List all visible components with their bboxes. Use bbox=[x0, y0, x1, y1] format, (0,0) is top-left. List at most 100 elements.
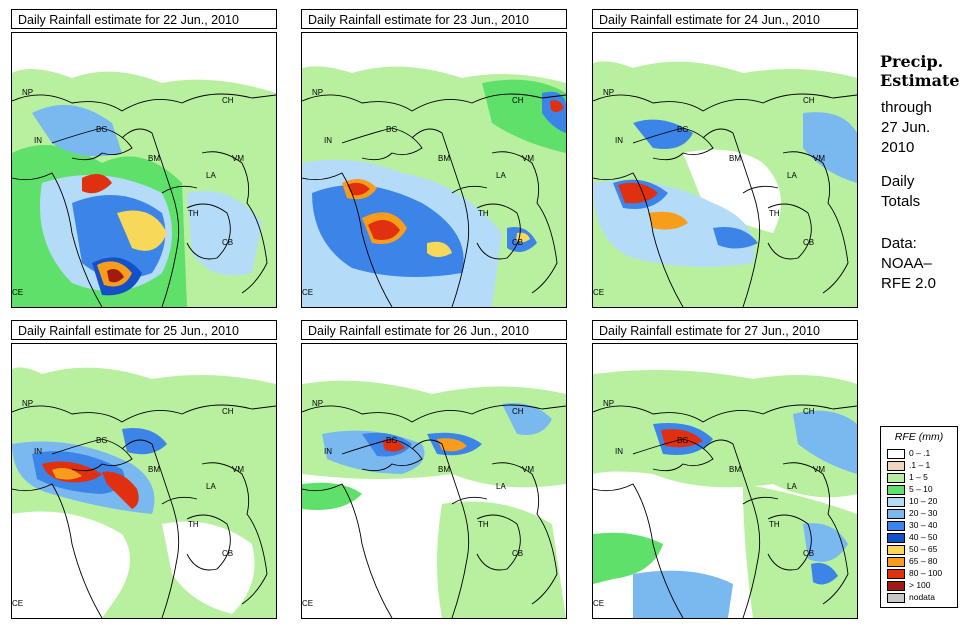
legend-label: 40 – 50 bbox=[909, 532, 938, 542]
legend-label: 20 – 30 bbox=[909, 508, 938, 518]
sidebar-through-block: through 27 Jun. 2010 bbox=[881, 98, 932, 158]
map-label-bg: BG bbox=[386, 436, 398, 445]
map-label-th: TH bbox=[478, 209, 489, 218]
map-label-ce: CE bbox=[302, 288, 313, 297]
sidebar-title-line2: Estimate bbox=[880, 71, 960, 90]
map-label-bm: BM bbox=[148, 465, 160, 474]
legend-label: 5 – 10 bbox=[909, 484, 933, 494]
map-label-bg: BG bbox=[386, 125, 398, 134]
map-label-ce: CE bbox=[302, 599, 313, 608]
rainfall-map-svg: NP CH IN BG BM VM LA TH CB CE bbox=[12, 344, 276, 618]
legend-label: nodata bbox=[909, 592, 935, 602]
legend-swatch bbox=[887, 581, 905, 591]
rainfall-map: NP CH IN BG BM VM LA TH CB CE bbox=[592, 343, 858, 619]
sidebar-data-block: Data: NOAA– RFE 2.0 bbox=[881, 234, 936, 294]
map-label-np: NP bbox=[603, 399, 614, 408]
legend-label: 1 – 5 bbox=[909, 472, 928, 482]
legend-swatch bbox=[887, 533, 905, 543]
map-label-cb: CB bbox=[222, 238, 233, 247]
map-label-bg: BG bbox=[96, 436, 108, 445]
rfe-legend: RFE (mm) 0 – .1 .1 – 1 1 – 5 5 – 10 10 –… bbox=[880, 426, 958, 608]
map-label-bm: BM bbox=[729, 465, 741, 474]
map-label-vm: VM bbox=[522, 154, 534, 163]
map-label-ch: CH bbox=[512, 96, 524, 105]
legend-swatch bbox=[887, 545, 905, 555]
map-label-in: IN bbox=[324, 447, 332, 456]
sidebar-date-line1: 27 Jun. bbox=[881, 119, 931, 136]
map-panel-23jun: Daily Rainfall estimate for 23 Jun., 201… bbox=[301, 9, 569, 308]
map-label-bm: BM bbox=[148, 154, 160, 163]
map-label-th: TH bbox=[188, 209, 199, 218]
sidebar-date-line2: 2010 bbox=[881, 139, 915, 156]
sidebar-data-label: Data: bbox=[881, 235, 917, 252]
sidebar-source-line2: RFE 2.0 bbox=[881, 275, 937, 292]
panel-title: Daily Rainfall estimate for 24 Jun., 201… bbox=[592, 9, 858, 29]
map-label-th: TH bbox=[188, 520, 199, 529]
map-label-ch: CH bbox=[512, 407, 524, 416]
legend-label: 10 – 20 bbox=[909, 496, 938, 506]
legend-title: RFE (mm) bbox=[894, 431, 944, 443]
map-panel-25jun: Daily Rainfall estimate for 25 Jun., 201… bbox=[11, 320, 279, 619]
map-label-ch: CH bbox=[222, 407, 234, 416]
map-label-np: NP bbox=[312, 399, 323, 408]
rainfall-map: NP CH IN BG BM VM LA TH CB CE bbox=[11, 32, 277, 308]
map-label-th: TH bbox=[769, 520, 780, 529]
legend-swatch bbox=[887, 449, 905, 459]
map-panel-27jun: Daily Rainfall estimate for 27 Jun., 201… bbox=[592, 320, 860, 619]
sidebar-title-line1: Precip. bbox=[880, 52, 944, 71]
map-label-np: NP bbox=[22, 88, 33, 97]
map-label-in: IN bbox=[324, 136, 332, 145]
legend-swatch bbox=[887, 485, 905, 495]
legend-label: 50 – 65 bbox=[909, 544, 938, 554]
map-label-th: TH bbox=[769, 209, 780, 218]
sidebar-daily-block: Daily Totals bbox=[881, 172, 920, 212]
rainfall-map-svg: NP CH IN BG BM VM LA TH CB CE bbox=[12, 33, 276, 307]
legend-label: > 100 bbox=[909, 580, 931, 590]
map-label-vm: VM bbox=[522, 465, 534, 474]
map-label-th: TH bbox=[478, 520, 489, 529]
map-label-ch: CH bbox=[803, 96, 815, 105]
map-label-ch: CH bbox=[222, 96, 234, 105]
map-label-in: IN bbox=[615, 136, 623, 145]
legend-swatch bbox=[887, 473, 905, 483]
map-label-bm: BM bbox=[438, 465, 450, 474]
map-label-bm: BM bbox=[438, 154, 450, 163]
legend-swatch bbox=[887, 557, 905, 567]
legend-swatch bbox=[887, 593, 905, 603]
map-label-cb: CB bbox=[222, 549, 233, 558]
legend-label: 65 – 80 bbox=[909, 556, 938, 566]
rainfall-map: NP CH IN BG BM VM LA TH CB CE bbox=[592, 32, 858, 308]
rainfall-map-svg: NP CH IN BG BM VM LA TH CB CE bbox=[302, 33, 566, 307]
map-panel-24jun: Daily Rainfall estimate for 24 Jun., 201… bbox=[592, 9, 860, 308]
map-label-la: LA bbox=[496, 171, 506, 180]
rainfall-map: NP CH IN BG BM VM LA TH CB CE bbox=[11, 343, 277, 619]
map-label-in: IN bbox=[34, 447, 42, 456]
map-label-la: LA bbox=[496, 482, 506, 491]
legend-swatch bbox=[887, 509, 905, 519]
map-label-vm: VM bbox=[232, 465, 244, 474]
rainfall-map: NP CH IN BG BM VM LA TH CB CE bbox=[301, 32, 567, 308]
map-label-ce: CE bbox=[12, 288, 23, 297]
sidebar-source-line1: NOAA– bbox=[881, 255, 932, 272]
map-label-ce: CE bbox=[593, 288, 604, 297]
legend-swatch bbox=[887, 521, 905, 531]
map-label-la: LA bbox=[787, 171, 797, 180]
map-label-bm: BM bbox=[729, 154, 741, 163]
panel-title: Daily Rainfall estimate for 27 Jun., 201… bbox=[592, 320, 858, 340]
map-label-vm: VM bbox=[813, 465, 825, 474]
map-label-bg: BG bbox=[96, 125, 108, 134]
map-label-ce: CE bbox=[12, 599, 23, 608]
panel-title: Daily Rainfall estimate for 26 Jun., 201… bbox=[301, 320, 567, 340]
panel-title: Daily Rainfall estimate for 25 Jun., 201… bbox=[11, 320, 277, 340]
map-label-np: NP bbox=[603, 88, 614, 97]
map-label-vm: VM bbox=[232, 154, 244, 163]
sidebar-daily: Daily bbox=[881, 173, 915, 190]
map-label-bg: BG bbox=[677, 125, 689, 134]
sidebar-through: through bbox=[881, 99, 932, 116]
map-label-bg: BG bbox=[677, 436, 689, 445]
map-label-cb: CB bbox=[803, 238, 814, 247]
rainfall-map-svg: NP CH IN BG BM VM LA TH CB CE bbox=[593, 33, 857, 307]
legend-swatch bbox=[887, 461, 905, 471]
sidebar-title: Precip. Estimate bbox=[880, 52, 960, 90]
legend-label: 0 – .1 bbox=[909, 448, 931, 458]
